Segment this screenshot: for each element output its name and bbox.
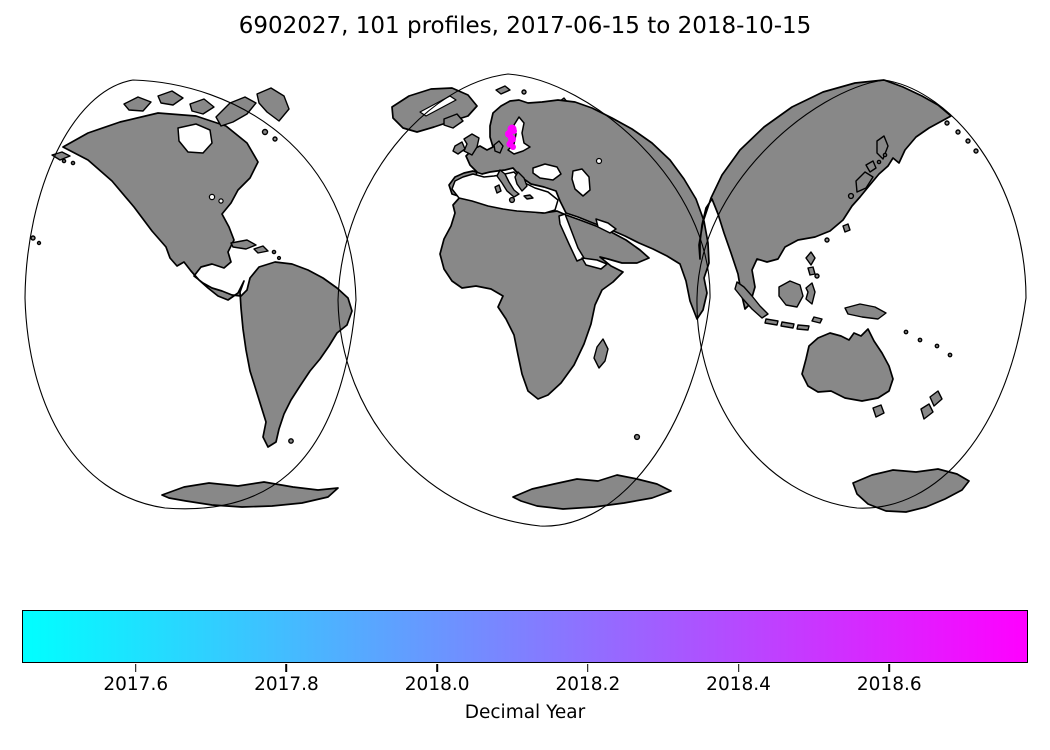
sea-persian-gulf: [595, 218, 617, 234]
island-hawaii-1: [30, 235, 36, 241]
island-kerguelen: [633, 433, 641, 441]
island-tasmania: [872, 404, 885, 418]
island-hawaii-2: [36, 240, 42, 246]
island-cuba: [230, 239, 257, 250]
lake-great-lake-1: [208, 193, 216, 201]
island-sumatra: [734, 281, 769, 319]
sea-mediterranean: [451, 171, 559, 214]
island-borneo: [778, 280, 804, 308]
colorbar-tick-label: 2018.4: [706, 674, 771, 695]
profile-marker: [510, 144, 516, 150]
land-europe-africa-group: [391, 85, 710, 510]
island-kyushu: [847, 192, 855, 200]
island-greenland-west-edge: [256, 87, 290, 122]
colorbar-axis-label: Decimal Year: [464, 702, 586, 723]
island-sardinia: [494, 184, 502, 194]
colorbar-tick: [587, 664, 589, 672]
colorbar-tick: [285, 664, 288, 672]
land-antarctica-west: [161, 481, 339, 508]
island-philippines-3: [814, 273, 820, 279]
land-denmark: [493, 140, 504, 154]
island-arctic-e3: [965, 138, 971, 144]
island-arctic-e2: [955, 129, 961, 135]
colorbar-tick-label: 2018.6: [856, 674, 922, 695]
sea-red: [558, 213, 585, 262]
colorbar-tick-label: 2017.6: [103, 674, 169, 695]
sea-hudson-bay: [177, 123, 213, 154]
island-pacific-1: [903, 329, 909, 335]
island-java-2: [780, 321, 795, 329]
island-java-1: [764, 318, 779, 326]
island-falkland: [288, 438, 294, 444]
island-madagascar: [593, 338, 609, 369]
colorbar-gradient: [23, 611, 1027, 662]
island-nz-north: [929, 390, 943, 407]
island-nz-south: [920, 403, 934, 420]
island-arctic-1: [123, 96, 152, 112]
island-kuril-1: [876, 159, 882, 165]
island-arctic-e4: [973, 148, 979, 154]
figure-title: 6902027, 101 profiles, 2017-06-15 to 201…: [238, 13, 812, 39]
island-taiwan: [842, 223, 851, 233]
colorbar-tick: [737, 664, 740, 672]
land-africa-arabia: [439, 195, 650, 400]
island-iceland: [443, 113, 464, 129]
island-great-britain: [463, 133, 480, 156]
island-pacific-3: [934, 343, 940, 349]
colorbar: 2017.6 2017.8 2018.0 2018.2 2018.4 2018.6: [22, 610, 1028, 695]
colorbar-tick: [134, 664, 137, 672]
island-dash-1: [261, 128, 269, 136]
island-aleutian-2: [70, 160, 76, 166]
island-philippines-1: [805, 251, 816, 266]
island-dash-2: [272, 136, 278, 142]
island-sulawesi: [805, 282, 816, 305]
island-hainan: [824, 237, 830, 243]
land-greece: [514, 171, 528, 192]
island-pacific-4: [947, 352, 953, 358]
island-sakhalin: [876, 135, 889, 160]
sea-aral: [595, 157, 603, 165]
island-antilles-2: [276, 255, 282, 261]
island-arctic-3: [189, 98, 215, 115]
land-americas-group: [30, 87, 353, 508]
island-sicily: [508, 196, 516, 204]
island-pacific-2: [917, 337, 923, 343]
island-philippines-2: [807, 266, 816, 276]
lake-great-lake-2: [218, 198, 224, 204]
profile-markers: [505, 124, 517, 150]
island-kuril-2: [882, 152, 888, 158]
island-ireland: [452, 141, 466, 155]
island-honshu: [855, 171, 874, 193]
profile-marker: [511, 128, 517, 134]
colorbar-tick: [436, 664, 438, 672]
island-arctic-2: [157, 90, 184, 106]
island-timor: [811, 316, 823, 324]
island-hokkaido: [865, 160, 877, 173]
island-hispaniola: [253, 245, 269, 254]
island-alaska-dash: [51, 151, 71, 161]
sea-caspian: [571, 168, 591, 197]
island-lesser-sunda: [796, 324, 810, 331]
colorbar-tick-label: 2018.2: [555, 674, 621, 695]
colorbar-tick: [888, 664, 891, 672]
sea-aden: [581, 257, 608, 270]
colorbar-tick-label: 2017.8: [254, 674, 319, 695]
land-east-asia: [698, 79, 952, 310]
island-franz-josef: [521, 89, 527, 95]
island-aleutian-1: [61, 158, 67, 164]
island-new-guinea: [844, 303, 887, 320]
land-italy: [496, 169, 520, 198]
land-antarctica-east: [852, 468, 970, 513]
island-crete: [523, 194, 534, 200]
island-svalbard: [495, 85, 511, 95]
land-australia: [801, 328, 894, 402]
island-baffin: [215, 96, 257, 127]
island-arctic-e1: [944, 120, 950, 126]
colorbar-tick-label: 2018.0: [404, 674, 470, 695]
island-antilles-1: [271, 249, 277, 255]
land-americas: [62, 112, 353, 448]
sea-black: [532, 163, 562, 181]
